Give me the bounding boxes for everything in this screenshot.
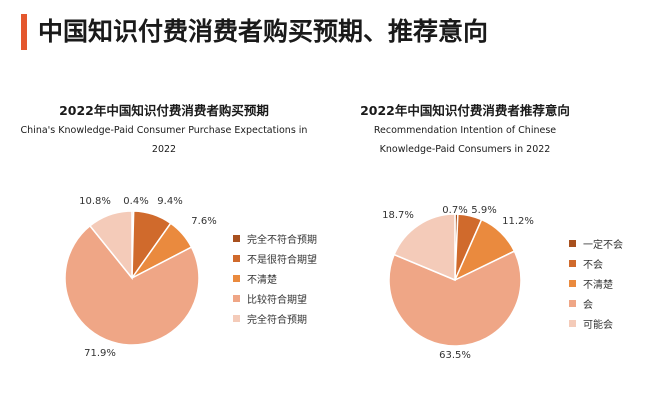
slice-data-label: 18.7% <box>382 210 414 221</box>
legend-swatch <box>569 279 576 287</box>
pie-slice <box>388 250 522 347</box>
legend-swatch <box>569 299 576 307</box>
legend-label: 可能会 <box>583 319 613 331</box>
pie-slice <box>88 210 133 281</box>
legend-item: 不清楚 <box>569 273 623 293</box>
slice-data-label: 11.2% <box>502 216 534 227</box>
pie-slice <box>64 224 200 346</box>
chart-subtitle: Recommendation Intention of Chinese Know… <box>373 125 557 155</box>
pie-slice <box>393 213 456 282</box>
legend-item: 完全符合预期 <box>233 308 317 328</box>
slice-data-label: 0.7% <box>442 205 467 216</box>
legend-swatch <box>233 234 240 242</box>
slice-data-label: 9.4% <box>157 196 182 207</box>
slice-data-label: 0.4% <box>123 196 148 207</box>
legend: 完全不符合预期 不是很符合期望 不清楚比较符合期望 完全符合预期 <box>233 228 317 328</box>
legend-label: 比较符合期望 <box>247 294 307 306</box>
legend-item: 可能会 <box>569 313 623 333</box>
legend-item: 不是很符合期望 <box>233 248 317 268</box>
legend-swatch <box>233 254 240 262</box>
legend-item: 一定不会 <box>569 233 623 253</box>
legend-label: 会 <box>583 299 593 311</box>
chart-title: 2022年中国知识付费消费者购买预期 <box>59 103 269 118</box>
legend-label: 完全不符合预期 <box>247 234 317 246</box>
legend-swatch <box>569 259 576 267</box>
page-title: 中国知识付费消费者购买预期、推荐意向 <box>38 17 489 46</box>
legend-swatch <box>233 314 240 322</box>
legend: 一定不会不会不清楚会可能会 <box>569 233 623 333</box>
chart-subtitle: China's Knowledge-Paid Consumer Purchase… <box>20 125 308 155</box>
legend-item: 不会 <box>569 253 623 273</box>
chart-title: 2022年中国知识付费消费者推荐意向 <box>360 103 570 118</box>
legend-item: 比较符合期望 <box>233 288 317 308</box>
legend-item: 不清楚 <box>233 268 317 288</box>
slice-data-label: 7.6% <box>191 216 216 227</box>
legend-label: 不会 <box>583 259 603 271</box>
legend-item: 完全不符合预期 <box>233 228 317 248</box>
legend-label: 不清楚 <box>583 279 613 291</box>
slice-data-label: 63.5% <box>439 350 471 361</box>
title-accent-bar <box>21 14 27 50</box>
legend-label: 一定不会 <box>583 239 623 251</box>
legend-swatch <box>569 239 576 247</box>
legend-swatch <box>233 294 240 302</box>
legend-swatch <box>233 274 240 282</box>
legend-swatch <box>569 319 576 327</box>
legend-label: 完全符合预期 <box>247 314 307 326</box>
slice-data-label: 10.8% <box>79 196 111 207</box>
slice-data-label: 71.9% <box>84 348 116 359</box>
slice-data-label: 5.9% <box>471 205 496 216</box>
legend-label: 不是很符合期望 <box>247 254 317 266</box>
legend-item: 会 <box>569 293 623 313</box>
legend-label: 不清楚 <box>247 274 277 286</box>
